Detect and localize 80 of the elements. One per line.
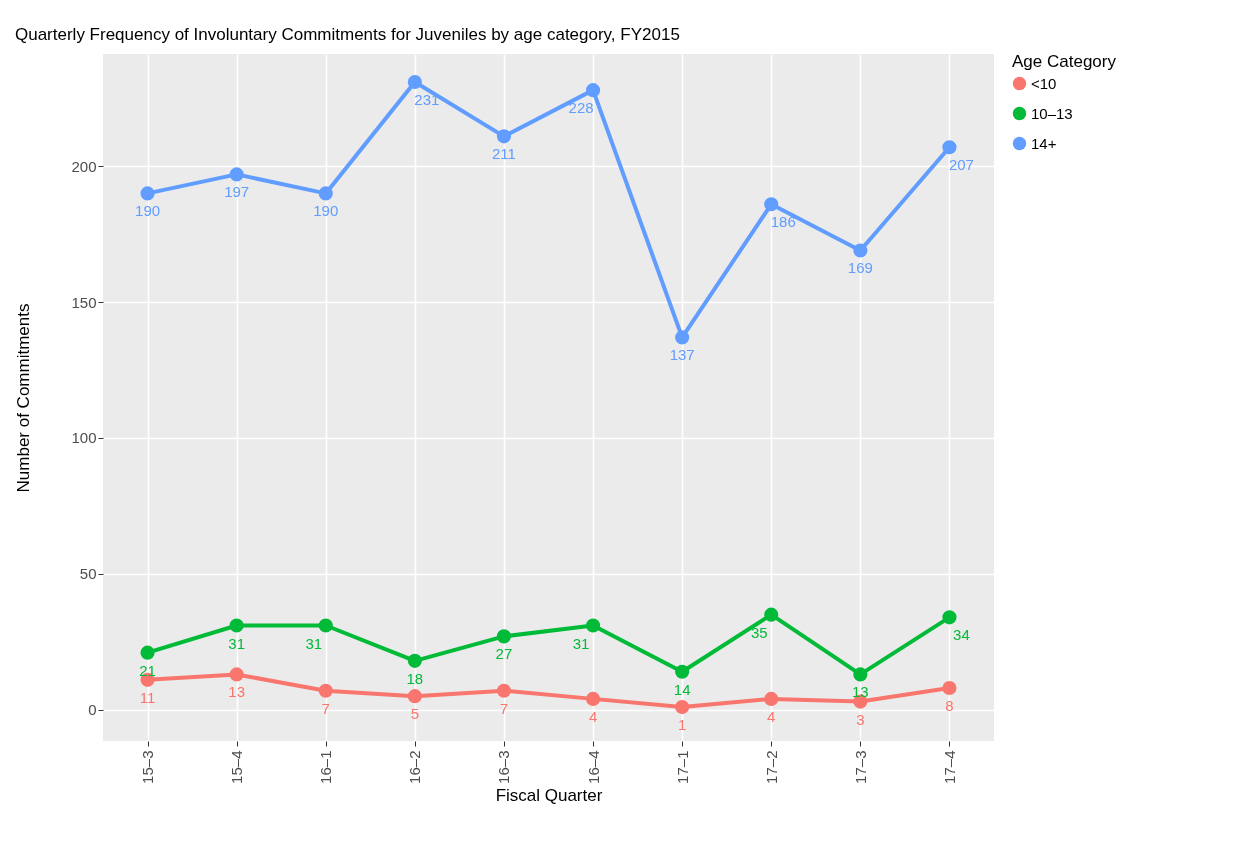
point <box>585 83 601 98</box>
data-label: 27 <box>495 645 513 663</box>
point <box>764 197 779 212</box>
data-label: 137 <box>669 346 695 364</box>
data-label: 4 <box>588 707 598 725</box>
data-label: 186 <box>770 213 796 231</box>
point <box>318 618 333 633</box>
point <box>764 607 779 622</box>
data-label: 1 <box>677 716 687 734</box>
data-label: 13 <box>852 683 869 701</box>
point <box>140 186 155 201</box>
y-tick-label: 0 <box>88 701 97 719</box>
data-label: 13 <box>228 683 245 701</box>
legend-title: Age Category <box>1012 52 1117 71</box>
data-label: 7 <box>499 699 509 717</box>
point <box>496 129 512 144</box>
data-label: 190 <box>135 202 161 220</box>
point <box>853 667 868 682</box>
data-label: 197 <box>224 183 250 201</box>
y-axis-title: Number of Commitments <box>14 303 34 493</box>
y-tick-label: 50 <box>79 565 97 583</box>
y-tick-label: 100 <box>71 429 97 447</box>
data-label: 4 <box>767 707 776 725</box>
x-tick-label: 15–4 <box>228 750 246 784</box>
x-tick-label: 15–3 <box>139 750 157 784</box>
chart-title: Quarterly Frequency of Involuntary Commitments for Juveniles by age category, FY2015 <box>14 25 680 44</box>
x-tick-label: 17–2 <box>762 750 780 784</box>
point <box>675 664 690 679</box>
x-tick-label: 17–1 <box>673 750 691 784</box>
point <box>229 167 244 182</box>
point <box>496 683 512 698</box>
data-label: 18 <box>406 669 424 687</box>
point <box>318 683 333 698</box>
point <box>585 691 601 706</box>
data-label: 207 <box>948 156 974 174</box>
point <box>942 610 957 625</box>
point <box>229 667 244 682</box>
legend-label: 10–13 <box>1031 104 1073 122</box>
x-tick-label: 16–4 <box>584 750 602 784</box>
data-label: 211 <box>491 145 516 163</box>
y-tick-label: 150 <box>71 293 97 311</box>
data-label: 169 <box>847 259 873 277</box>
point <box>764 691 779 706</box>
point <box>942 140 957 155</box>
data-label: 190 <box>313 202 339 220</box>
point <box>853 243 868 258</box>
x-axis-title: Fiscal Quarter <box>495 785 603 805</box>
point <box>942 680 957 696</box>
data-label: 35 <box>750 623 768 641</box>
point <box>318 186 333 201</box>
x-tick-label: 16–2 <box>406 750 424 784</box>
data-label: 34 <box>953 626 970 644</box>
data-label: 14 <box>673 680 691 698</box>
data-label: 8 <box>945 697 954 715</box>
point <box>585 618 601 633</box>
point <box>140 645 155 660</box>
x-tick-label: 16–1 <box>317 750 335 784</box>
data-label: 31 <box>305 634 323 652</box>
data-label: 3 <box>856 710 865 728</box>
point <box>496 629 512 644</box>
data-label: 231 <box>414 90 440 108</box>
point <box>407 653 422 668</box>
data-label: 228 <box>568 99 594 117</box>
y-tick-label: 200 <box>71 157 97 175</box>
x-tick-label: 16–3 <box>495 750 513 784</box>
point <box>675 699 690 715</box>
data-label: 5 <box>410 705 420 723</box>
point <box>229 618 244 633</box>
x-tick-label: 17–4 <box>940 750 958 784</box>
data-label: 7 <box>321 699 330 717</box>
point <box>675 330 690 345</box>
data-label: 21 <box>139 661 156 679</box>
point <box>407 689 422 704</box>
legend-label: 14+ <box>1031 134 1057 152</box>
data-label: 11 <box>139 688 156 706</box>
data-label: 31 <box>228 634 245 652</box>
x-tick-label: 17–3 <box>851 750 869 784</box>
legend-label: <10 <box>1031 74 1057 92</box>
data-label: 31 <box>572 634 590 652</box>
point <box>407 74 422 90</box>
